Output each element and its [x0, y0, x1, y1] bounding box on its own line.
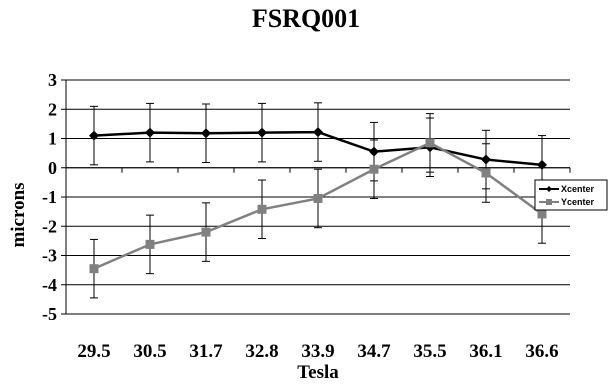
x-tick-label: 30.5 [133, 341, 166, 362]
legend-label: Ycenter [561, 197, 595, 207]
y-tick-label: 1 [48, 129, 57, 149]
data-point [313, 193, 323, 203]
data-point [481, 168, 491, 178]
x-tick-label: 35.5 [413, 341, 446, 362]
y-tick-label: -2 [42, 216, 57, 236]
x-tick-label: 34.7 [357, 341, 391, 362]
data-point [369, 164, 379, 174]
data-point [537, 159, 547, 170]
y-tick-label: 2 [48, 99, 57, 119]
y-tick-label: -4 [42, 275, 57, 295]
y-tick-label: -3 [42, 246, 57, 266]
x-tick-label: 32.8 [245, 341, 278, 362]
x-tick-label: 36.1 [469, 341, 502, 362]
data-point [257, 127, 267, 138]
data-point [89, 130, 99, 141]
y-tick-label: -1 [42, 187, 57, 207]
y-tick-label: 0 [48, 158, 57, 178]
data-point [145, 127, 155, 138]
legend-swatch-marker [546, 186, 552, 192]
data-point [145, 239, 155, 249]
data-point [257, 204, 267, 214]
x-axis-label: Tesla [297, 362, 339, 383]
x-tick-label: 29.5 [77, 341, 110, 362]
y-tick-label: 3 [48, 70, 57, 90]
x-tick-label: 36.6 [525, 341, 558, 362]
legend-label: Xcenter [561, 184, 595, 194]
data-point [89, 264, 99, 274]
x-tick-label: 31.7 [189, 341, 223, 362]
data-point [425, 138, 435, 148]
data-point [201, 128, 211, 139]
data-point [313, 127, 323, 138]
data-point [201, 227, 211, 237]
y-tick-label: -5 [42, 304, 57, 324]
chart-title: FSRQ001 [251, 4, 361, 33]
legend-swatch-marker [546, 199, 552, 205]
x-tick-label: 33.9 [301, 341, 334, 362]
data-point [537, 209, 547, 219]
